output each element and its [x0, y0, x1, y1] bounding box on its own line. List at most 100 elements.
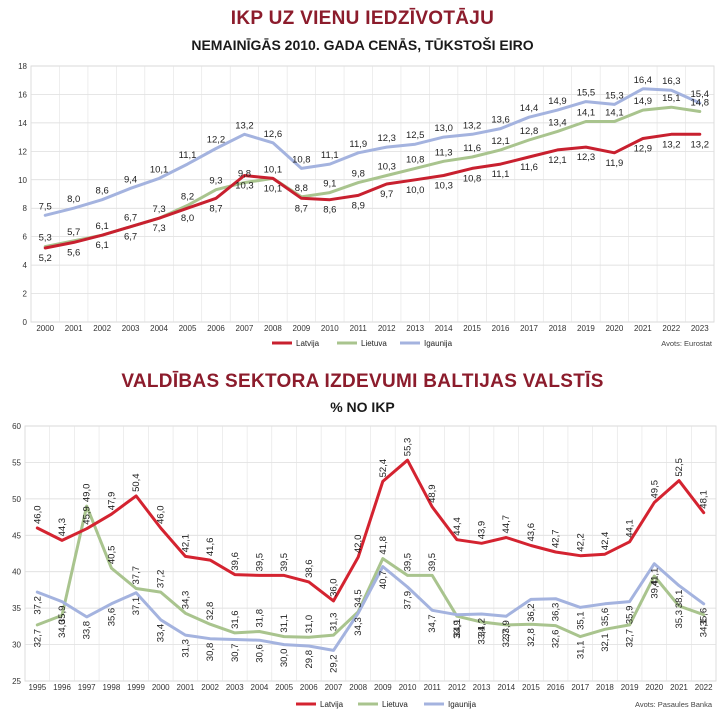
data-label-igaunija: 7,5: [39, 201, 52, 212]
data-label-igaunija: 34,1: [452, 619, 463, 638]
data-label-lietuva: 13,4: [548, 117, 567, 128]
data-label-igaunija: 10,1: [150, 164, 169, 175]
data-label-latvija: 8,6: [323, 205, 336, 216]
data-label-lietuva: 6,7: [124, 213, 137, 224]
data-label-latvija: 12,9: [634, 144, 653, 155]
data-label-latvija: 10,3: [434, 181, 453, 192]
data-label-latvija: 44,3: [57, 518, 68, 537]
y-tick-label: 12: [18, 147, 27, 156]
y-tick-label: 8: [23, 204, 28, 213]
data-label-lietuva: 12,8: [520, 126, 539, 137]
series-line-igaunija: [43, 87, 702, 217]
x-tick-label: 2000: [36, 324, 54, 333]
x-tick-label: 2015: [522, 683, 540, 692]
x-tick-label: 2019: [577, 324, 595, 333]
x-tick-label: 2021: [634, 324, 652, 333]
data-label-igaunija: 12,5: [406, 130, 425, 141]
x-tick-label: 2007: [325, 683, 343, 692]
data-label-latvija: 45,9: [82, 506, 93, 525]
y-tick-label: 25: [12, 677, 21, 686]
data-label-lietuva: 33,1: [477, 626, 488, 645]
x-tick-label: 2005: [275, 683, 293, 692]
data-label-latvija: 38,6: [304, 559, 315, 578]
data-label-latvija: 12,1: [548, 155, 567, 166]
data-label-lietuva: 41,8: [378, 536, 389, 555]
y-tick-label: 0: [23, 318, 28, 327]
data-label-latvija: 8,7: [209, 203, 222, 214]
data-label-lietuva: 8,2: [181, 191, 194, 202]
data-label-igaunija: 14,4: [520, 103, 539, 114]
data-label-lietuva: 39,4: [649, 580, 660, 599]
data-label-latvija: 5,2: [39, 253, 52, 264]
data-label-igaunija: 13,2: [463, 120, 482, 131]
data-label-igaunija: 11,1: [179, 150, 197, 161]
data-label-latvija: 52,5: [674, 458, 685, 477]
data-label-lietuva: 6,1: [96, 221, 109, 232]
data-label-igaunija: 35,6: [106, 608, 117, 627]
data-label-igaunija: 35,6: [699, 608, 710, 627]
legend-label-lietuva: Lietuva: [361, 339, 387, 348]
x-tick-label: 2013: [473, 683, 491, 692]
data-label-latvija: 10,3: [235, 181, 254, 192]
y-tick-label: 55: [12, 458, 21, 467]
data-label-lietuva: 32,8: [205, 602, 216, 621]
data-label-lietuva: 31,1: [575, 641, 586, 660]
x-tick-label: 1998: [102, 683, 120, 692]
x-tick-label: 2005: [179, 324, 197, 333]
data-label-lietuva: 12,1: [491, 136, 510, 147]
data-label-latvija: 12,3: [577, 152, 596, 163]
data-label-igaunija: 16,3: [662, 76, 681, 87]
data-label-lietuva: 34,3: [180, 591, 191, 610]
y-tick-label: 6: [23, 233, 28, 242]
data-label-igaunija: 37,1: [131, 597, 142, 616]
chart2-source: Avots: Pasaules Banka: [635, 700, 713, 709]
y-tick-label: 10: [18, 176, 27, 185]
x-tick-label: 2014: [497, 683, 515, 692]
data-label-igaunija: 40,7: [378, 571, 389, 590]
data-label-latvija: 44,4: [452, 517, 463, 536]
legend-label-latvija: Latvija: [320, 700, 344, 709]
data-label-lietuva: 10,8: [406, 154, 425, 165]
data-label-lietuva: 34,5: [353, 589, 364, 608]
data-label-latvija: 8,0: [181, 213, 194, 224]
x-tick-label: 2016: [492, 324, 510, 333]
data-label-igaunija: 13,2: [235, 120, 254, 131]
data-label-lietuva: 7,3: [152, 204, 165, 215]
x-tick-label: 1999: [127, 683, 145, 692]
data-label-latvija: 10,8: [463, 173, 482, 184]
data-label-latvija: 41,6: [205, 538, 216, 557]
chart1-subtitle: NEMAINĪGĀS 2010. GADA CENĀS, TŪKSTOŠI EI…: [191, 37, 534, 53]
x-tick-label: 2010: [321, 324, 339, 333]
data-label-latvija: 49,5: [649, 480, 660, 499]
x-tick-label: 2018: [549, 324, 567, 333]
series-line-latvija: [35, 458, 706, 603]
data-label-igaunija: 9,4: [124, 174, 137, 185]
data-label-latvija: 55,3: [403, 438, 414, 457]
data-label-latvija: 10,0: [406, 185, 425, 196]
data-label-lietuva: 32,1: [600, 633, 611, 652]
data-label-igaunija: 8,0: [67, 194, 80, 205]
x-tick-label: 2023: [691, 324, 709, 333]
x-tick-label: 2008: [349, 683, 367, 692]
x-tick-label: 2002: [201, 683, 219, 692]
y-tick-label: 35: [12, 604, 21, 613]
data-label-igaunija: 33,9: [501, 620, 512, 639]
data-label-lietuva: 5,7: [67, 227, 80, 238]
x-tick-label: 1996: [53, 683, 71, 692]
data-label-latvija: 44,1: [625, 519, 636, 538]
data-label-igaunija: 38,1: [674, 590, 685, 609]
x-tick-label: 2001: [65, 324, 83, 333]
data-label-igaunija: 11,9: [349, 139, 367, 150]
data-label-latvija: 8,9: [352, 200, 365, 211]
data-label-lietuva: 39,5: [427, 553, 438, 572]
data-label-lietuva: 34,1: [699, 619, 710, 638]
data-label-lietuva: 34,0: [57, 619, 68, 638]
x-tick-label: 2009: [292, 324, 310, 333]
data-label-igaunija: 33,4: [156, 624, 167, 643]
data-label-igaunija: 11,1: [321, 150, 339, 161]
x-tick-label: 2019: [621, 683, 639, 692]
data-label-igaunija: 12,3: [377, 133, 396, 144]
data-label-latvija: 43,6: [526, 523, 537, 542]
series-line-igaunija: [35, 562, 706, 652]
data-label-latvija: 11,1: [492, 169, 510, 180]
